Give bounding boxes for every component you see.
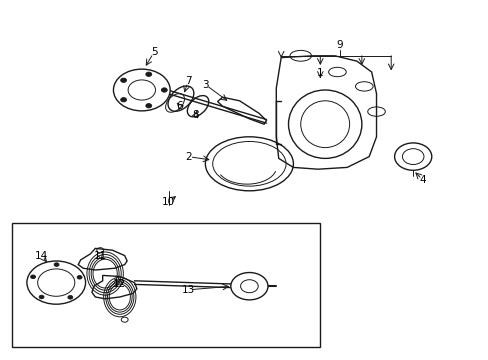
Circle shape <box>113 69 170 111</box>
Circle shape <box>68 296 73 299</box>
Text: 5: 5 <box>150 47 157 57</box>
Text: 2: 2 <box>184 152 191 162</box>
Bar <box>12 223 320 347</box>
Text: 7: 7 <box>184 76 191 86</box>
Text: 1: 1 <box>316 68 323 78</box>
Text: 13: 13 <box>181 285 195 295</box>
Text: 6: 6 <box>176 101 183 111</box>
Circle shape <box>54 263 59 266</box>
Text: 8: 8 <box>192 110 199 120</box>
Text: 11: 11 <box>93 251 107 261</box>
Text: 12: 12 <box>113 279 126 289</box>
Circle shape <box>121 98 126 102</box>
Circle shape <box>145 72 151 76</box>
Text: 10: 10 <box>162 197 175 207</box>
Circle shape <box>145 104 151 108</box>
Circle shape <box>39 295 44 299</box>
Circle shape <box>31 275 36 279</box>
Text: 3: 3 <box>202 80 208 90</box>
Circle shape <box>77 275 82 279</box>
Circle shape <box>121 78 126 82</box>
Circle shape <box>161 88 167 92</box>
Text: 4: 4 <box>419 175 426 185</box>
Circle shape <box>394 143 431 170</box>
Text: 14: 14 <box>35 251 48 261</box>
Circle shape <box>27 261 85 304</box>
Circle shape <box>230 273 267 300</box>
Text: 9: 9 <box>336 40 343 50</box>
